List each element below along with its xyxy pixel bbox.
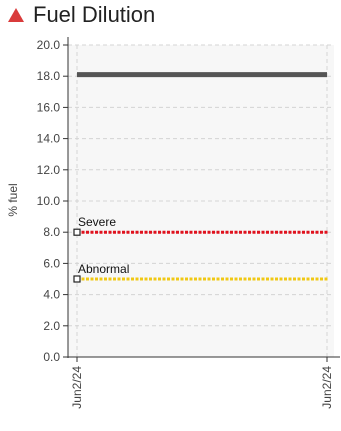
y-axis-ticks: 0.0 2.0 4.0 6.0 8.0 10.0 12.0 14.0 16.0 18.0 20.0 <box>37 38 68 364</box>
y-tick-label: 4.0 <box>43 288 60 302</box>
y-tick-label: 0.0 <box>43 350 60 364</box>
y-tick-label: 2.0 <box>43 319 60 333</box>
axes <box>67 37 340 358</box>
y-tick-label: 14.0 <box>37 132 61 146</box>
x-tick-label: Jun2/24 <box>320 366 334 409</box>
x-tick-label: Jun2/24 <box>70 366 84 409</box>
threshold-label: Severe <box>78 215 116 229</box>
threshold-label: Abnormal <box>78 262 129 276</box>
threshold-marker <box>73 275 81 283</box>
threshold-lines: Severe Abnormal <box>73 215 329 283</box>
y-tick-label: 20.0 <box>37 38 61 52</box>
chart-title: Fuel Dilution <box>8 0 155 30</box>
x-axis-ticks: Jun2/24 Jun2/24 <box>70 357 334 409</box>
y-tick-label: 8.0 <box>43 225 60 239</box>
warning-triangle-icon <box>8 8 24 22</box>
y-tick-label: 16.0 <box>37 100 61 114</box>
y-axis-title: % fuel <box>6 183 20 216</box>
y-tick-label: 10.0 <box>37 194 61 208</box>
y-tick-label: 18.0 <box>37 69 61 83</box>
title-text: Fuel Dilution <box>33 2 156 27</box>
y-tick-label: 6.0 <box>43 256 60 270</box>
threshold-marker <box>73 228 81 236</box>
y-tick-label: 12.0 <box>37 163 61 177</box>
